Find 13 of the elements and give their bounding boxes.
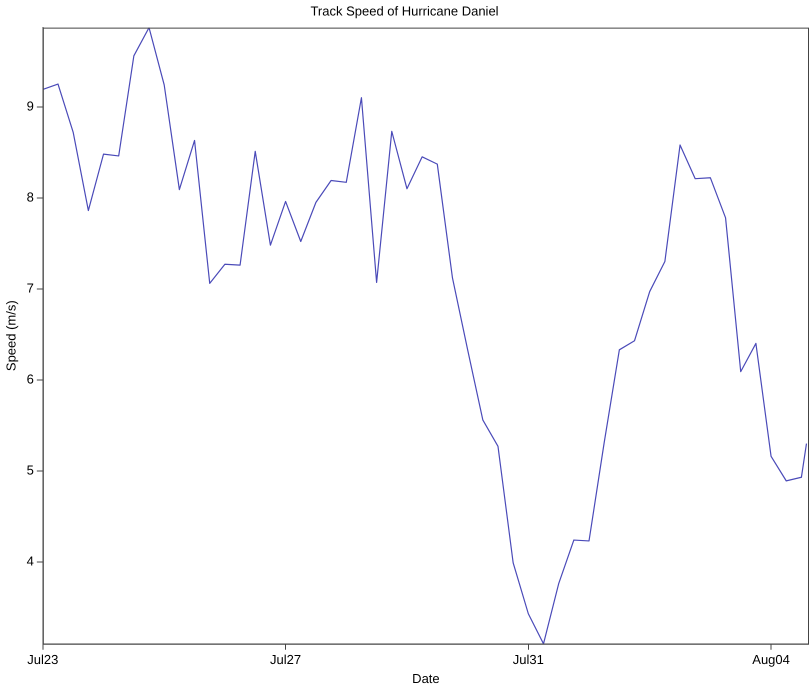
y-tick-label: 9 [26,98,34,114]
y-tick-label: 6 [26,371,34,386]
y-tick-label: 7 [26,280,34,296]
y-tick-label: 8 [26,189,34,204]
y-axis-title: Speed (m/s) [3,300,18,372]
y-tick-label: 4 [26,553,34,568]
x-tick-label: Jul27 [270,652,302,668]
x-tick-label: Aug04 [752,652,790,668]
x-axis-title: Date [412,670,440,686]
x-tick-label: Jul31 [512,652,544,668]
x-tick-label: Jul23 [27,652,58,668]
y-tick-label: 5 [26,462,34,478]
chart-title: Track Speed of Hurricane Daniel [310,3,499,18]
